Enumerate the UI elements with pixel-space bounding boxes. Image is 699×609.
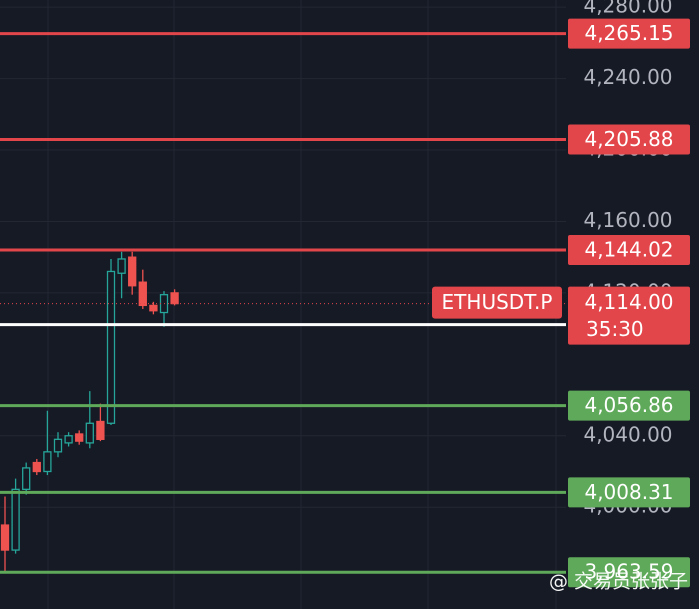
level-label: 4,205.88 xyxy=(584,127,673,151)
candle-body xyxy=(96,420,105,440)
candle-body xyxy=(32,461,41,473)
symbol-badge xyxy=(432,286,562,319)
level-badge xyxy=(568,234,690,265)
candle-body xyxy=(11,488,20,551)
level-label: 4,008.31 xyxy=(584,480,673,504)
level-label: 4,265.15 xyxy=(584,21,673,45)
candle-body xyxy=(85,422,94,444)
level-badge xyxy=(568,18,690,49)
level-label: 4,144.02 xyxy=(584,237,673,261)
symbol-label: ETHUSDT.P xyxy=(442,290,553,314)
candle-body xyxy=(0,524,10,551)
candle-body xyxy=(138,281,147,307)
candle-body xyxy=(117,258,126,274)
candle-body xyxy=(170,292,179,305)
level-label: 3,963.59 xyxy=(584,560,673,584)
level-badge xyxy=(568,477,690,508)
y-tick-label: 4,240.00 xyxy=(583,65,672,89)
y-tick-label: 4,040.00 xyxy=(583,422,672,446)
candle-body xyxy=(43,451,52,473)
candle-body xyxy=(75,433,84,442)
price-badge xyxy=(568,286,690,345)
y-tick-label: 4,280.00 xyxy=(583,0,672,18)
y-tick-label: 4,160.00 xyxy=(583,208,672,232)
candle-body xyxy=(149,304,158,312)
level-badge xyxy=(568,124,690,155)
level-label: 4,056.86 xyxy=(584,393,673,417)
countdown-label: 35:30 xyxy=(586,317,644,341)
price-label: 4,114.00 xyxy=(584,290,673,314)
candle-body xyxy=(106,270,116,424)
watermark: @ 交易员张张子 xyxy=(549,571,688,593)
candle-body xyxy=(64,435,73,444)
level-badge xyxy=(568,557,690,588)
candle-body xyxy=(22,467,31,490)
candle-body xyxy=(53,438,63,453)
level-badge xyxy=(568,390,690,421)
candle-body xyxy=(128,256,137,287)
